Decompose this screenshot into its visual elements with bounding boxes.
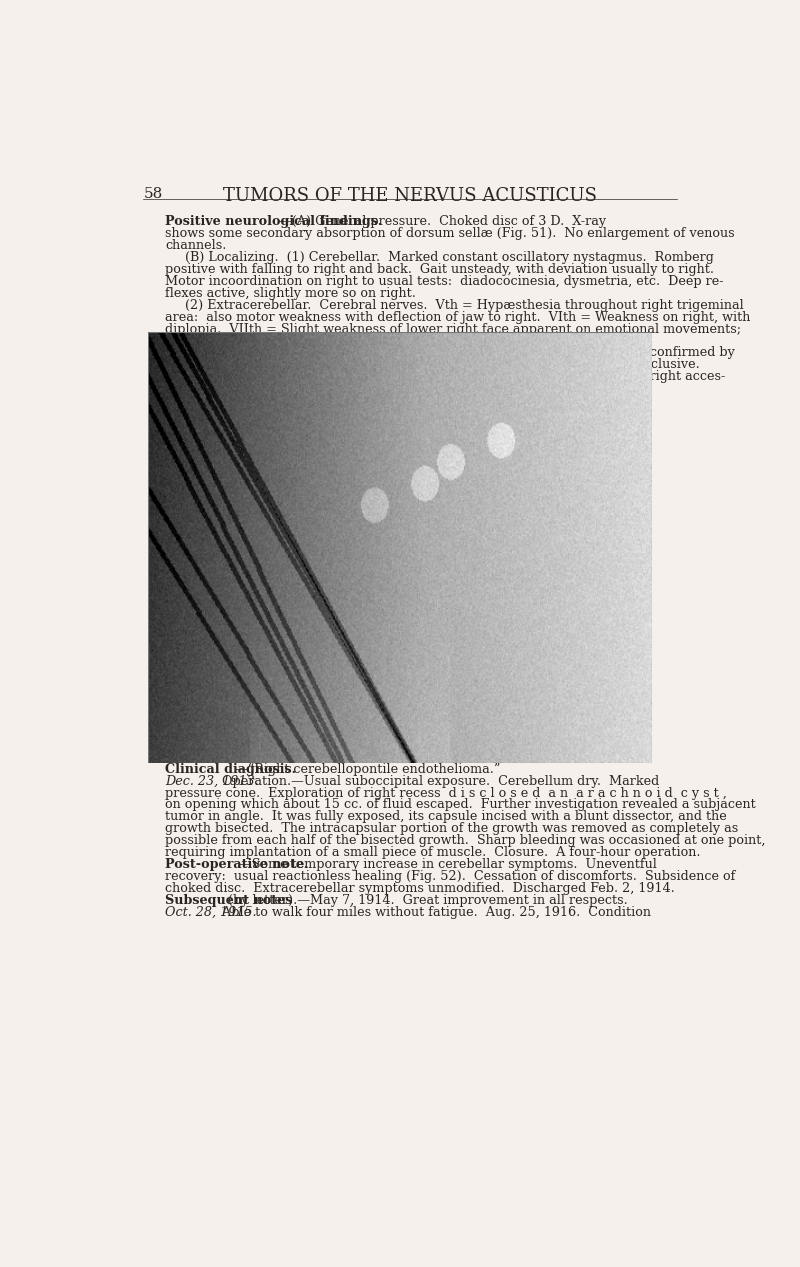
Text: —“Right cerebellopontile endothelioma.”: —“Right cerebellopontile endothelioma.” [235,763,501,775]
Text: Motor incoordination on right to usual tests:  diadococinesia, dysmetria, etc.  : Motor incoordination on right to usual t… [165,275,724,288]
Text: Oct. 28, 1915.: Oct. 28, 1915. [165,906,257,919]
Text: requiring implantation of a small piece of muscle.  Closure.  A four-hour operat: requiring implantation of a small piece … [165,846,701,859]
Text: shows some secondary absorption of dorsum sellæ (Fig. 51).  No enlargement of ve: shows some secondary absorption of dorsu… [165,227,734,241]
Text: positive with falling to right and back.  Gait unsteady, with deviation usually : positive with falling to right and back.… [165,264,714,276]
Text: 58: 58 [143,188,162,201]
Text: Clinical diagnosis.: Clinical diagnosis. [165,763,296,775]
Text: sorius group.  XIIth = Tongue protrudes to right (cf. position of jaw).: sorius group. XIIth = Tongue protrudes t… [165,383,609,395]
Text: area:  also motor weakness with deflection of jaw to right.  VIth = Weakness on : area: also motor weakness with deflectio… [165,310,750,323]
Text: (2) Extracerebellar.  Cerebral nerves.  Vth = Hypæsthesia throughout right trige: (2) Extracerebellar. Cerebral nerves. Vt… [165,299,744,312]
Text: —Some temporary increase in cerebellar symptoms.  Uneventful: —Some temporary increase in cerebellar s… [239,858,657,870]
Text: Dec. 23, 1913.: Dec. 23, 1913. [165,774,258,788]
Text: Fig. 51.—Case XIII.  Showing secondary pressure thinning of dorsum sellæ.: Fig. 51.—Case XIII. Showing secondary pr… [184,744,636,758]
Text: on opening which about 15 cc. of fluid escaped.  Further investigation revealed : on opening which about 15 cc. of fluid e… [165,798,756,811]
Text: loss of sense of taste on right.: loss of sense of taste on right. [165,334,358,347]
Text: tumor in angle.  It was fully exposed, its capsule incised with a blunt dissecto: tumor in angle. It was fully exposed, it… [165,811,727,824]
Text: flexes active, slightly more so on right.: flexes active, slightly more so on right… [165,286,416,300]
Text: pressure cone.  Exploration of right recess  d i s c l o s e d  a n  a r a c h n: pressure cone. Exploration of right rece… [165,787,727,799]
Text: IXth, Xth = Some dysarthria and dysphagia.  XIth = Slight weakness of right acce: IXth, Xth = Some dysarthria and dysphagi… [165,370,726,383]
Text: channels.: channels. [165,239,226,252]
Text: choked disc.  Extracerebellar symptoms unmodified.  Discharged Feb. 2, 1914.: choked disc. Extracerebellar symptoms un… [165,882,675,895]
Text: Positive neurological findings.: Positive neurological findings. [165,215,382,228]
Text: TUMORS OF THE NERVUS ACUSTICUS: TUMORS OF THE NERVUS ACUSTICUS [223,188,597,205]
Text: VIIIth = Paralysis of cochlear and vestibular nerves complete on right:  confirm: VIIIth = Paralysis of cochlear and vesti… [165,346,735,360]
Text: Post-operative note.: Post-operative note. [165,858,309,870]
Text: Operation.—Usual suboccipital exposure.  Cerebellum dry.  Marked: Operation.—Usual suboccipital exposure. … [214,774,659,788]
Text: —(A) General pressure.  Choked disc of 3 D.  X-ray: —(A) General pressure. Choked disc of 3 … [279,215,606,228]
Text: (by letter).—May 7, 1914.  Great improvement in all respects.: (by letter).—May 7, 1914. Great improvem… [224,893,628,907]
Text: possible from each half of the bisected growth.  Sharp bleeding was occasioned a: possible from each half of the bisected … [165,834,766,848]
Text: growth bisected.  The intracapsular portion of the growth was removed as complet: growth bisected. The intracapsular porti… [165,822,738,835]
Text: caloric tests:  present tinnitus referred to left:  X-ray studies of porus incon: caloric tests: present tinnitus referred… [165,359,700,371]
Text: (B) Localizing.  (1) Cerebellar.  Marked constant oscillatory nystagmus.  Romber: (B) Localizing. (1) Cerebellar. Marked c… [165,251,714,264]
Text: Able to walk four miles without fatigue.  Aug. 25, 1916.  Condition: Able to walk four miles without fatigue.… [214,906,650,919]
Text: diplopia.  VIIth = Slight weakness of lower right face apparent on emotional mov: diplopia. VIIth = Slight weakness of low… [165,323,741,336]
Bar [148,332,652,763]
Text: Subsequent notes: Subsequent notes [165,893,293,907]
Text: recovery:  usual reactionless healing (Fig. 52).  Cessation of discomforts.  Sub: recovery: usual reactionless healing (Fi… [165,870,735,883]
